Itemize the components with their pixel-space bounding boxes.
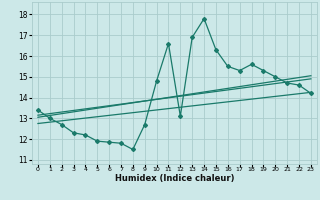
X-axis label: Humidex (Indice chaleur): Humidex (Indice chaleur) [115,174,234,183]
